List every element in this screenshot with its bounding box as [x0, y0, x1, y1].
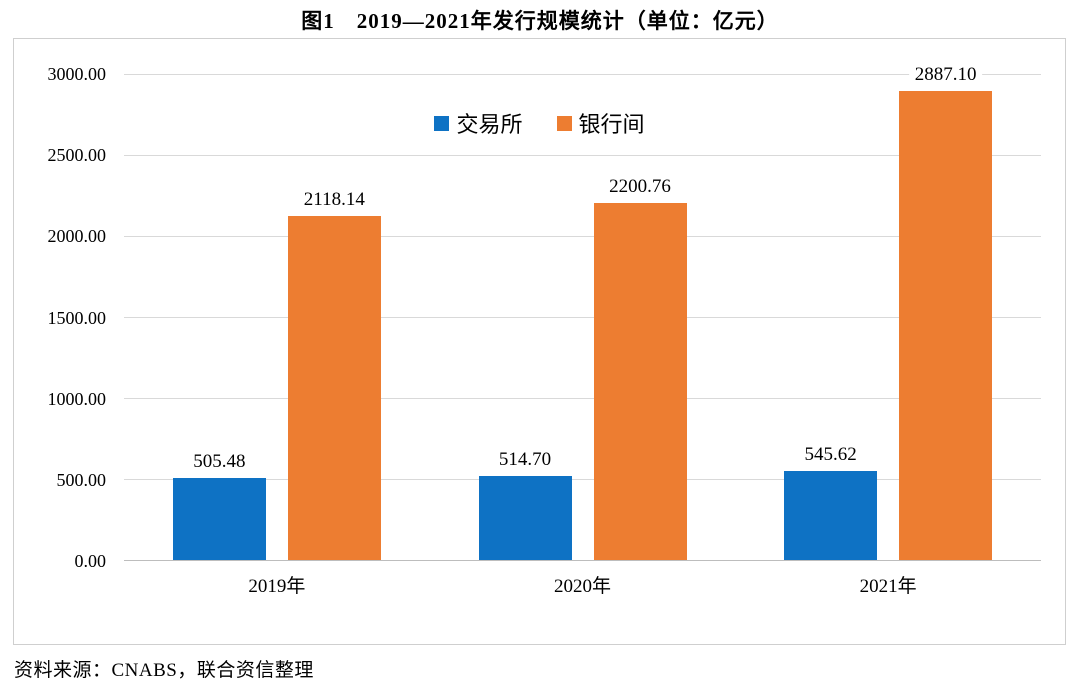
- y-tick-label: 3000.00: [47, 64, 107, 84]
- x-axis-label: 2020年: [553, 576, 611, 597]
- y-tick-label: 2500.00: [47, 145, 107, 166]
- plot-area: 505.48 2118.14 514.70 2200.76 545.62 2887.10: [124, 64, 1041, 561]
- value-label-exchange-2020年: 514.70: [492, 449, 558, 472]
- x-axis-labels: 2019年 2020年 2021年: [14, 571, 1065, 601]
- y-tick-label: 500.00: [56, 469, 107, 490]
- bar-exchange-2020年: [478, 476, 572, 560]
- gridline: [124, 317, 1041, 318]
- value-label-interbank-2019年: 2118.14: [297, 189, 371, 212]
- chart-legend: 交易所 银行间: [14, 107, 1065, 139]
- chart-frame: 交易所 银行间 0.00 500.00 1000.00 1500.00 2000.00 2…: [13, 38, 1066, 645]
- legend-item-interbank: 银行间: [556, 107, 645, 139]
- y-tick-label: 1500.00: [47, 307, 107, 328]
- gridline: [124, 73, 1041, 75]
- legend-swatch-interbank-icon: [556, 115, 572, 131]
- gridline: [124, 154, 1041, 156]
- y-tick-label: 1000.00: [47, 388, 107, 409]
- legend-swatch-exchange-icon: [434, 115, 450, 131]
- value-label-exchange-2019年: 505.48: [187, 450, 252, 473]
- gridline: [124, 479, 1041, 481]
- value-label-interbank-2020年: 2200.76: [603, 175, 677, 198]
- value-label-interbank-2021年: 2887.10: [908, 64, 983, 87]
- legend-label-interbank: 银行间: [578, 112, 645, 137]
- bar-exchange-2019年: [172, 477, 266, 560]
- value-label-exchange-2021年: 545.62: [798, 444, 863, 467]
- gridline: [124, 235, 1041, 237]
- bar-exchange-2021年: [784, 471, 878, 560]
- bar-interbank-2021年: [899, 91, 993, 560]
- source-note: 资料来源：CNABS，联合资信整理: [14, 660, 314, 681]
- legend-label-exchange: 交易所: [456, 112, 523, 137]
- bar-interbank-2019年: [287, 216, 381, 560]
- gridline: [124, 398, 1041, 400]
- x-axis-line: [124, 560, 1041, 561]
- x-axis-label: 2019年: [248, 576, 306, 597]
- bar-interbank-2020年: [593, 202, 687, 560]
- x-axis-label: 2021年: [859, 576, 917, 597]
- y-tick-label: 0.00: [74, 551, 107, 571]
- legend-item-exchange: 交易所: [434, 107, 523, 139]
- chart-title: 图1 2019—2021年发行规模统计（单位：亿元）: [301, 9, 779, 33]
- y-tick-label: 2000.00: [47, 226, 107, 247]
